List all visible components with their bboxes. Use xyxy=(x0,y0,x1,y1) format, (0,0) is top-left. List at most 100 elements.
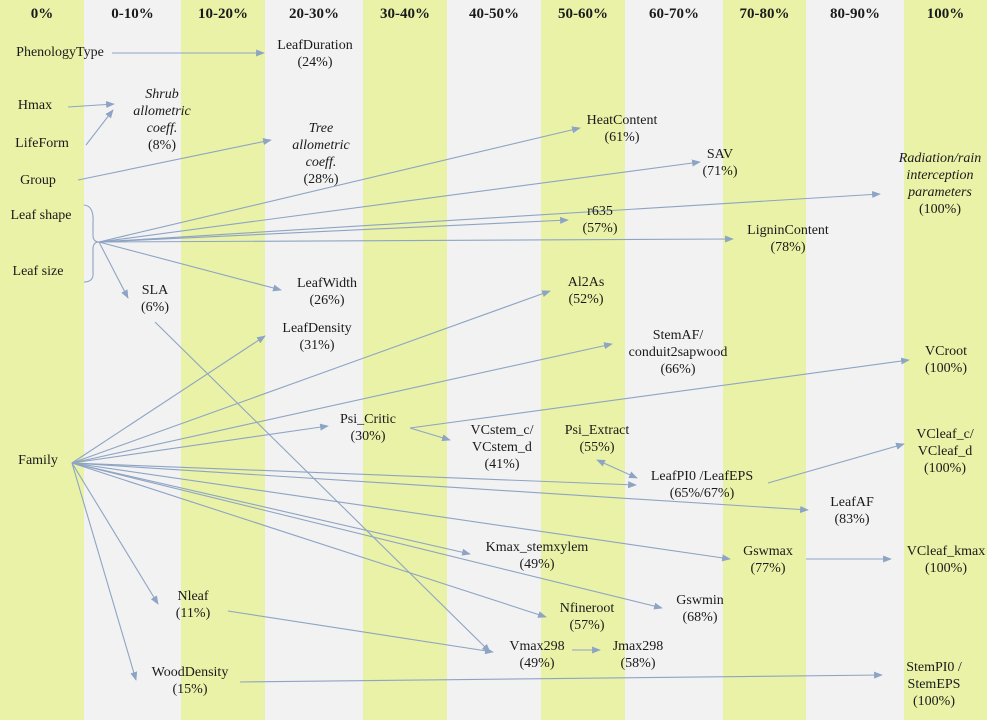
node-name: Kmax_stemxylem xyxy=(485,540,589,555)
node-percent: (61%) xyxy=(604,130,640,145)
node-vcleaf-kmax: VCleaf_kmax (100%) xyxy=(907,543,986,577)
node-tree-allometric: Tree allometric coeff. (28%) xyxy=(292,120,350,188)
node-percent: (6%) xyxy=(141,300,169,315)
edge-nleaf-vmax298 xyxy=(227,610,494,655)
node-name: LigninContent xyxy=(747,223,829,238)
node-name: VCroot xyxy=(925,344,967,359)
node-name: Gswmin xyxy=(676,593,724,608)
node-name: LeafPI0 /LeafEPS xyxy=(650,469,754,484)
node-name: Vmax298 xyxy=(509,639,565,654)
node-group: Group xyxy=(20,172,56,189)
node-family: Family xyxy=(18,452,58,469)
node-percent: (55%) xyxy=(579,440,615,455)
node-name: LeafWidth xyxy=(296,276,358,291)
node-radiation-rain: Radiation/rain interception parameters (1… xyxy=(899,150,981,218)
node-al2as: Al2As (52%) xyxy=(568,274,605,308)
node-name: Al2As xyxy=(567,275,605,290)
column-header: 100% xyxy=(926,6,965,22)
column-band-70-80 xyxy=(723,0,806,720)
column-header: 60-70% xyxy=(649,6,699,22)
edge-brace-leafwidth xyxy=(98,241,282,292)
node-name: LeafAF xyxy=(830,495,874,510)
node-stem-pi0: StemPI0 / StemEPS (100%) xyxy=(906,659,962,710)
leaf-brace xyxy=(83,204,100,283)
edge-wooddensity-stempi0 xyxy=(239,671,883,683)
node-name: SLA xyxy=(141,283,169,298)
node-name: VCleaf_c/ VCleaf_d xyxy=(916,427,974,459)
column-header: 40-50% xyxy=(469,6,519,22)
node-percent: (66%) xyxy=(660,362,696,377)
node-name: Nfineroot xyxy=(559,601,615,616)
node-leaf-pi0: LeafPI0 /LeafEPS (65%/67%) xyxy=(651,468,753,502)
node-heat-content: HeatContent (61%) xyxy=(587,112,658,146)
column-header: 80-90% xyxy=(830,6,880,22)
node-name: WoodDensity xyxy=(151,665,229,680)
node-percent: (8%) xyxy=(147,138,176,153)
node-leaf-duration: LeafDuration (24%) xyxy=(277,37,352,71)
column-header: 30-40% xyxy=(380,6,430,22)
node-r635: r635 (57%) xyxy=(583,203,618,237)
edge-family-gswmax xyxy=(71,462,731,562)
edge-brace-heatcontent xyxy=(98,126,581,243)
node-leaf-shape: Leaf shape xyxy=(10,207,71,224)
node-percent: (11%) xyxy=(175,606,211,621)
node-leaf-size: Leaf size xyxy=(13,263,64,280)
node-nleaf: Nleaf (11%) xyxy=(176,588,210,622)
node-percent: (100%) xyxy=(925,361,967,376)
column-header: 0-10% xyxy=(111,6,154,22)
edge-brace-r635 xyxy=(98,216,569,243)
node-percent: (30%) xyxy=(350,429,386,444)
column-header: 70-80% xyxy=(739,6,790,22)
edge-family-leafdensity xyxy=(71,335,266,464)
node-kmax-stemxylem: Kmax_stemxylem (49%) xyxy=(486,539,589,573)
column-band-30-40 xyxy=(363,0,447,720)
node-percent: (65%/67%) xyxy=(669,486,735,501)
node-percent: (77%) xyxy=(750,561,786,576)
column-header: 50-60% xyxy=(558,6,608,22)
node-vmax298: Vmax298 (49%) xyxy=(509,638,564,672)
node-shrub-allometric: Shrub allometric coeff. (8%) xyxy=(133,86,191,154)
node-percent: (100%) xyxy=(918,202,961,217)
edge-brace-lignin xyxy=(98,235,734,243)
node-hmax: Hmax xyxy=(18,97,52,114)
node-name: StemAF/ conduit2sapwood xyxy=(628,328,728,360)
node-percent: (26%) xyxy=(309,293,345,308)
node-percent: (83%) xyxy=(834,512,870,527)
node-name: LifeForm xyxy=(15,136,69,151)
column-band-80-90 xyxy=(806,0,904,720)
node-name: LeafDensity xyxy=(282,321,352,336)
edge-brace-sla xyxy=(98,241,129,299)
node-name: Nleaf xyxy=(177,589,209,604)
node-jmax298: Jmax298 (58%) xyxy=(613,638,664,672)
node-vcleaf-cd: VCleaf_c/ VCleaf_d (100%) xyxy=(916,426,974,477)
edge-group-tree xyxy=(77,138,272,181)
column-header: 0% xyxy=(30,6,54,22)
node-gswmin: Gswmin (68%) xyxy=(676,592,723,626)
node-name: Jmax298 xyxy=(612,639,664,654)
node-percent: (52%) xyxy=(568,292,604,307)
node-vcroot: VCroot (100%) xyxy=(925,343,967,377)
node-name: Group xyxy=(20,173,56,188)
node-name: VCleaf_kmax xyxy=(906,544,986,559)
node-percent: (100%) xyxy=(924,461,966,476)
edge-family-gswmin xyxy=(71,462,663,610)
node-gswmax: Gswmax (77%) xyxy=(743,543,793,577)
edge-brace-radiation xyxy=(98,190,881,243)
node-percent: (71%) xyxy=(702,164,738,179)
node-lignin-content: LigninContent (78%) xyxy=(747,222,829,256)
node-percent: (41%) xyxy=(484,457,520,472)
node-percent: (57%) xyxy=(569,618,605,633)
edge-family-kmax xyxy=(71,462,471,556)
node-lifeform: LifeForm xyxy=(15,135,69,152)
node-psi-critic: Psi_Critic (30%) xyxy=(340,411,396,445)
node-vcstem: VCstem_c/ VCstem_d (41%) xyxy=(471,422,534,473)
node-wood-density: WoodDensity (15%) xyxy=(152,664,229,698)
node-percent: (28%) xyxy=(303,172,339,187)
node-stem-af: StemAF/ conduit2sapwood (66%) xyxy=(629,327,728,378)
edge-family-wooddensity xyxy=(71,462,138,681)
node-name: Shrub allometric coeff. xyxy=(133,87,191,136)
column-header: 20-30% xyxy=(289,6,339,22)
column-band-60-70 xyxy=(625,0,723,720)
